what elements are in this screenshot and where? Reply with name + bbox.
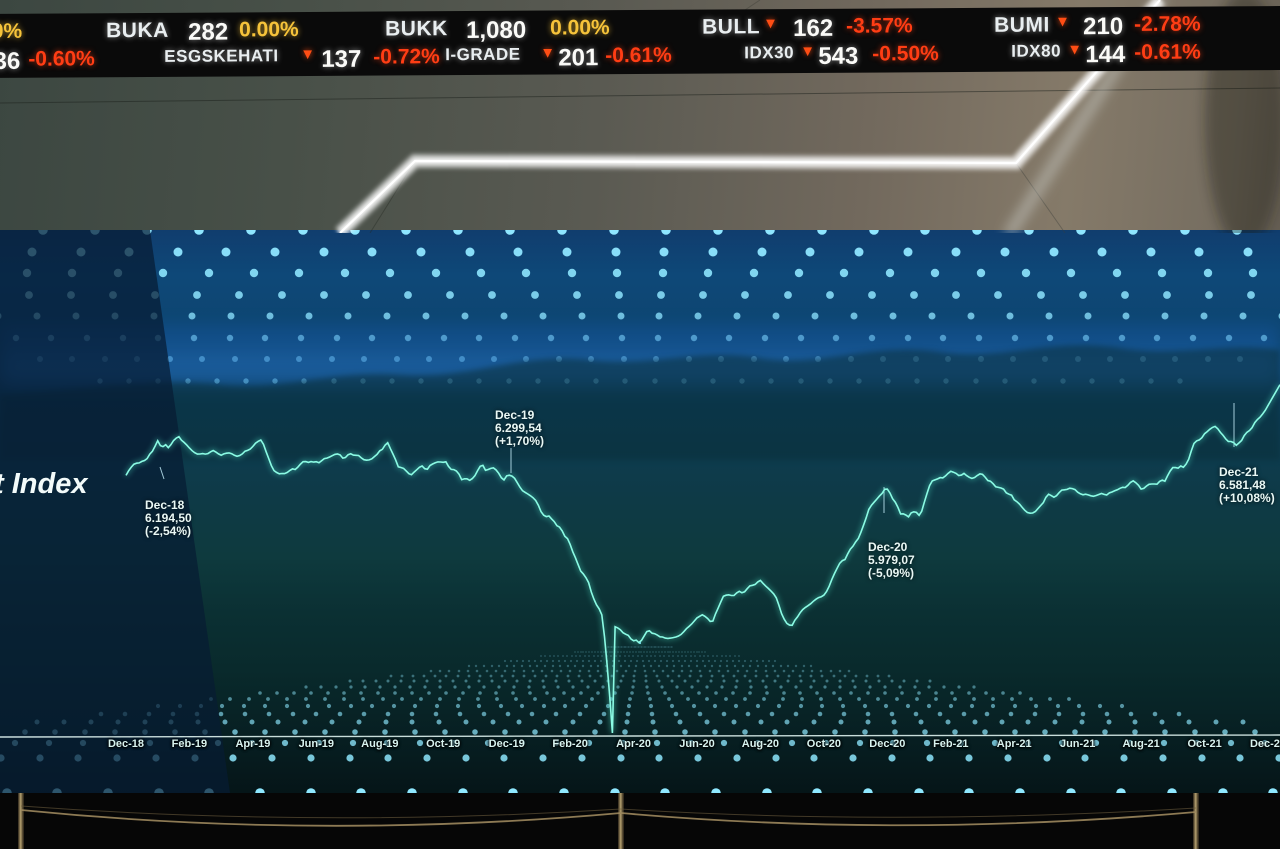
svg-text:t Index: t Index bbox=[0, 468, 89, 500]
